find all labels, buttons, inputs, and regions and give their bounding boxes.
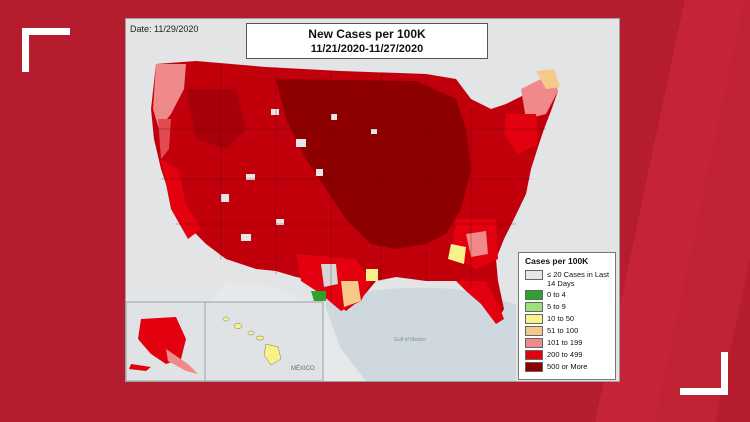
legend-label: 0 to 4 <box>547 290 566 299</box>
legend-label: 200 to 499 <box>547 350 583 359</box>
legend-label: ≤ 20 Cases in Last 14 Days <box>547 270 610 288</box>
legend-swatch <box>525 350 543 360</box>
legend-item: ≤ 20 Cases in Last 14 Days <box>525 270 615 288</box>
legend-label: 10 to 50 <box>547 314 575 323</box>
legend-label: 101 to 199 <box>547 338 583 347</box>
gulf-label: Gulf of Mexico <box>394 337 426 343</box>
map-date: Date: 11/29/2020 <box>130 24 199 34</box>
legend-item: 0 to 4 <box>525 290 615 300</box>
corner-bracket-bottom <box>680 388 728 395</box>
legend-swatch <box>525 314 543 324</box>
legend-title: Cases per 100K <box>525 256 589 266</box>
legend-label: 51 to 100 <box>547 326 579 335</box>
legend-item: 101 to 199 <box>525 338 615 348</box>
legend-swatch <box>525 362 543 372</box>
map-title: New Cases per 100K <box>308 27 426 41</box>
legend-label: 5 to 9 <box>547 302 566 311</box>
legend-item: 10 to 50 <box>525 314 615 324</box>
legend-label: 500 or More <box>547 362 588 371</box>
legend-swatch <box>525 302 543 312</box>
legend-item: 500 or More <box>525 362 615 372</box>
legend-swatch <box>525 270 543 280</box>
map-date-range: 11/21/2020-11/27/2020 <box>310 43 424 55</box>
legend-item: 51 to 100 <box>525 326 615 336</box>
corner-bracket-top <box>22 28 29 72</box>
legend: Cases per 100K ≤ 20 Cases in Last 14 Day… <box>518 252 616 380</box>
alaska <box>138 317 186 364</box>
map-panel: MÉXICO Gulf of Mexico Date: 11/29/2020 N… <box>125 18 620 382</box>
corner-bracket-top <box>22 28 70 35</box>
mexico-label: MÉXICO <box>291 365 315 372</box>
hawaii <box>222 316 282 366</box>
legend-swatch <box>525 338 543 348</box>
corner-bracket-bottom <box>721 352 728 395</box>
legend-swatch <box>525 326 543 336</box>
legend-item: 5 to 9 <box>525 302 615 312</box>
legend-item: 200 to 499 <box>525 350 615 360</box>
legend-swatch <box>525 290 543 300</box>
map-title-box: New Cases per 100K 11/21/2020-11/27/2020 <box>246 23 488 59</box>
